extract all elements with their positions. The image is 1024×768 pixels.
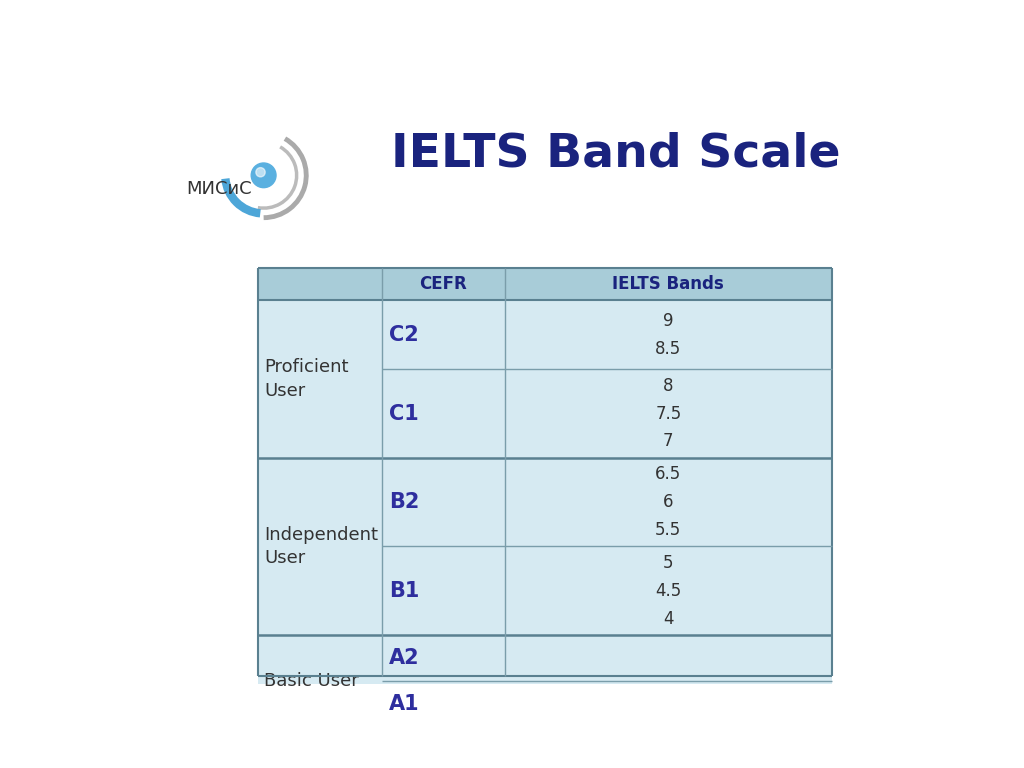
Text: C2: C2 — [389, 325, 419, 345]
Bar — [258, 635, 831, 681]
Text: C1: C1 — [389, 404, 419, 424]
Bar — [258, 369, 831, 458]
Text: IELTS Band Scale: IELTS Band Scale — [391, 131, 841, 177]
Text: 5
4.5
4: 5 4.5 4 — [655, 554, 681, 627]
Bar — [258, 681, 831, 727]
Text: 9
8.5: 9 8.5 — [655, 312, 681, 358]
Bar — [258, 547, 831, 635]
Text: 8
7.5
7: 8 7.5 7 — [655, 377, 681, 451]
Bar — [258, 268, 831, 300]
Text: CEFR: CEFR — [419, 275, 467, 293]
Text: Proficient
User: Proficient User — [264, 358, 349, 400]
Bar — [258, 458, 831, 547]
Text: 6.5
6
5.5: 6.5 6 5.5 — [655, 465, 681, 539]
Bar — [258, 300, 831, 369]
Text: A2: A2 — [389, 648, 420, 668]
Text: Basic User: Basic User — [264, 672, 359, 690]
Text: МИСиС: МИСиС — [186, 180, 252, 198]
Circle shape — [256, 167, 265, 177]
Circle shape — [251, 163, 276, 187]
Text: Independent
User: Independent User — [264, 525, 379, 568]
Text: IELTS Bands: IELTS Bands — [612, 275, 724, 293]
Text: B2: B2 — [389, 492, 420, 512]
Text: A1: A1 — [389, 694, 420, 714]
Text: B1: B1 — [389, 581, 420, 601]
